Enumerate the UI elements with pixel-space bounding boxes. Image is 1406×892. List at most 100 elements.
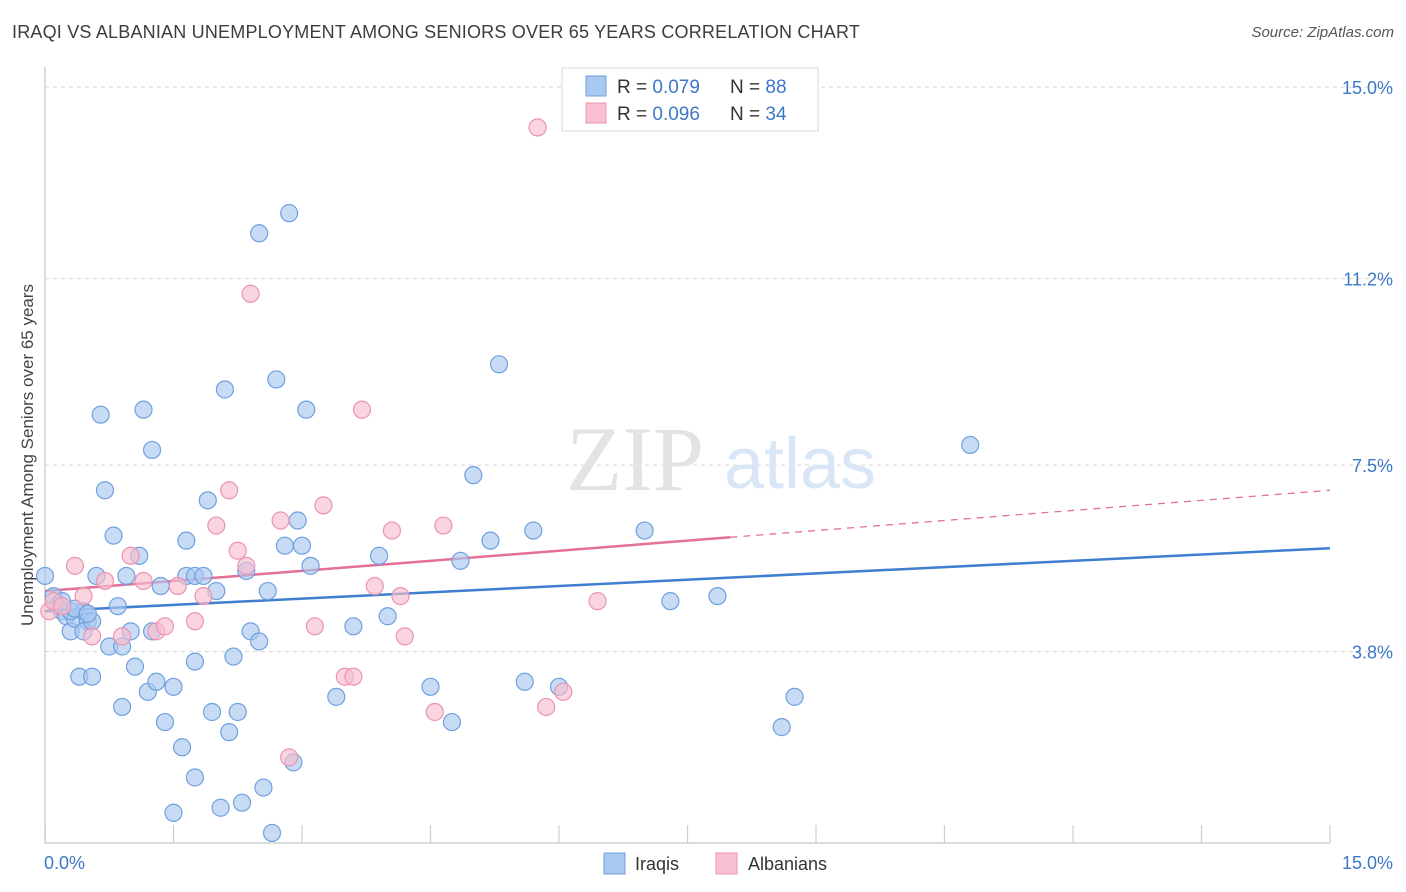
albanians-point [134,571,153,591]
iraqis-point [464,466,483,485]
albanians-point [365,576,384,596]
svg-text:N = 88: N = 88 [730,77,787,98]
svg-text:R = 0.096: R = 0.096 [617,104,700,125]
tick-labels: 3.8% 7.5% 11.2% 15.0% 0.0% 15.0% [44,78,1393,873]
iraqis-point [785,687,804,706]
iraqis-point [125,657,145,676]
iraqis-point [275,536,294,555]
y-tick-label: 7.5% [1352,456,1393,476]
iraqis-point [772,718,791,737]
iraqis-point [224,647,243,666]
albanians-point [155,617,175,636]
y-axis-label: Unemployment Among Seniors over 65 years [18,284,37,626]
albanians-point [528,118,547,137]
albanians-point [53,597,72,616]
albanians-point [352,400,372,419]
iraqis-point [142,440,162,460]
iraqis-point [661,592,680,611]
iraqis-point [164,803,183,822]
albanians-point [220,481,239,500]
albanians-point [434,516,453,535]
iraqis-point [78,604,97,623]
iraqis-point [262,823,282,843]
iraqis-point [378,607,397,626]
bottom-legend-swatch-albanians [715,852,738,875]
iraqis-point [258,581,277,601]
legend-n-value: 34 [765,104,787,125]
albanians-point [228,541,247,560]
iraqis-point [112,697,132,717]
iraqis-point [250,632,269,651]
iraqis-point [185,768,205,787]
iraqis-point [451,551,470,570]
albanians-point [344,667,363,686]
iraqis-point [481,531,500,550]
iraqis-point [185,652,205,671]
albanians-point [65,556,85,575]
y-tick-label: 11.2% [1343,270,1393,290]
albanians-point [305,617,324,636]
legend-r-value: 0.096 [652,104,700,125]
iraqis-point [117,566,136,586]
svg-text:N = 34: N = 34 [730,104,787,125]
iraqis-point [198,491,217,510]
albanians-point [425,702,444,722]
iraqis-point [961,435,980,455]
iraqis-point [708,586,727,606]
legend-row-albanians: R = 0.096 N = 34 [585,102,787,125]
legend-n-label: N = [730,77,765,98]
legend-row-iraqis: R = 0.079 N = 88 [585,75,787,98]
albanians-point [168,576,187,596]
iraqis-point [232,793,252,812]
x-tick-label: 0.0% [44,853,85,873]
iraqis-point [172,738,192,757]
albanians-point [194,586,213,606]
watermark: ZIP atlas [566,408,876,510]
iraqis-point [267,370,286,389]
bottom-legend-label-iraqis: Iraqis [635,854,679,874]
y-tick-label: 15.0% [1342,78,1393,98]
iraqis-point [220,723,239,742]
albanians-trend-line-extension [730,489,1331,538]
iraqis-point [254,778,273,797]
legend-n-label: N = [730,104,765,125]
chart-title: IRAQI VS ALBANIAN UNEMPLOYMENT AMONG SEN… [12,22,861,42]
iraqis-point [211,798,230,817]
albanians-point [207,516,226,535]
iraqis-point [228,702,247,722]
iraqis-point [151,576,170,596]
iraqis-point [91,405,110,424]
iraqis-trend-line [44,546,1331,613]
x-tick-label: 15.0% [1342,853,1393,873]
albanians-point [554,682,573,701]
iraqis-point [177,531,196,550]
legend-r-value: 0.079 [652,77,700,98]
legend-r-label: R = [617,104,652,125]
iraqis-point [344,617,363,636]
albanians-point [271,511,290,530]
iraqis-point [635,521,654,540]
legend-r-label: R = [617,77,652,98]
iraqis-point [327,687,346,706]
iraqis-point [104,526,123,545]
y-tick-label: 3.8% [1352,643,1393,663]
iraqis-point [370,546,389,565]
legend-swatch-iraqis [585,75,607,97]
iraqis-point [215,380,234,399]
albanians-point [588,592,607,611]
albanians-point [95,571,115,591]
iraqis-point [280,204,299,223]
albanians-point [74,586,93,606]
iraqis-point [288,511,307,530]
watermark-atlas: atlas [724,424,876,504]
iraqis-point [35,566,55,586]
bottom-legend: Iraqis Albanians [603,852,827,875]
bottom-legend-swatch-iraqis [603,852,626,875]
iraqis-point [250,224,269,243]
svg-text:R = 0.079: R = 0.079 [617,77,700,98]
albanians-point [185,612,205,631]
albanians-point [391,586,410,606]
iraqis-point [194,566,213,586]
iraqis-point [442,712,462,732]
